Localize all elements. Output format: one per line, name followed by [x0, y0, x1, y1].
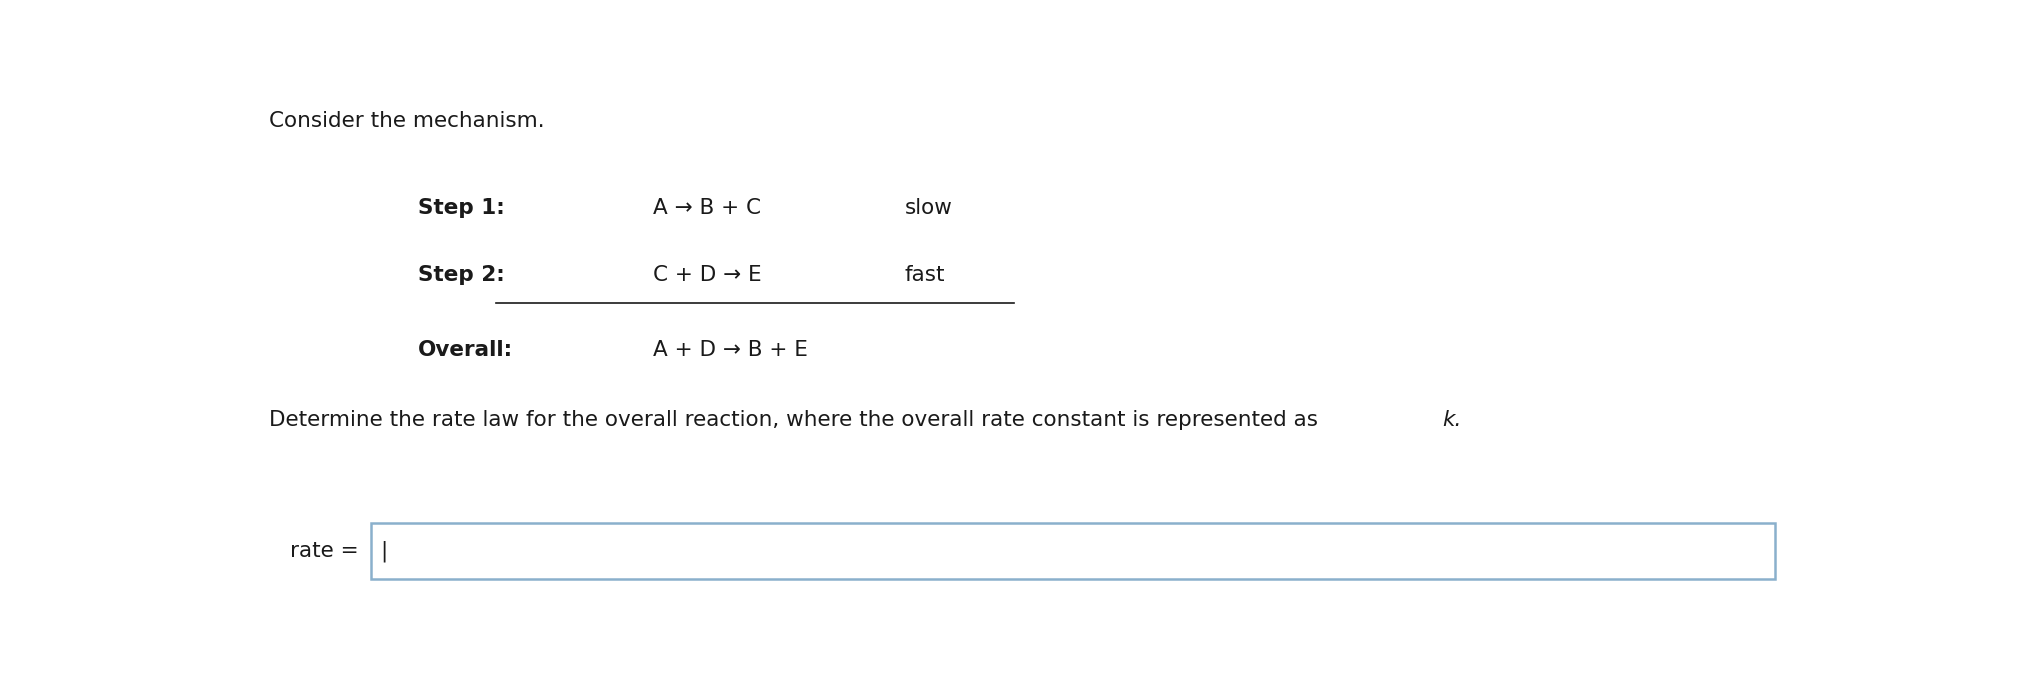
Text: Determine the rate law for the overall reaction, where the overall rate constant: Determine the rate law for the overall r… [269, 410, 1324, 431]
Text: rate =: rate = [290, 541, 358, 561]
Text: |: | [381, 540, 387, 561]
Text: C + D → E: C + D → E [654, 265, 761, 285]
Bar [371, 523, 1776, 579]
Text: Consider the mechanism.: Consider the mechanism. [269, 111, 545, 131]
Text: k.: k. [1442, 410, 1462, 431]
Text: Step 1:: Step 1: [417, 198, 504, 217]
Text: A → B + C: A → B + C [654, 198, 761, 217]
Text: Step 2:: Step 2: [417, 265, 504, 285]
Text: Overall:: Overall: [417, 340, 512, 360]
Text: A + D → B + E: A + D → B + E [654, 340, 808, 360]
Text: slow: slow [905, 198, 952, 217]
Text: fast: fast [905, 265, 946, 285]
